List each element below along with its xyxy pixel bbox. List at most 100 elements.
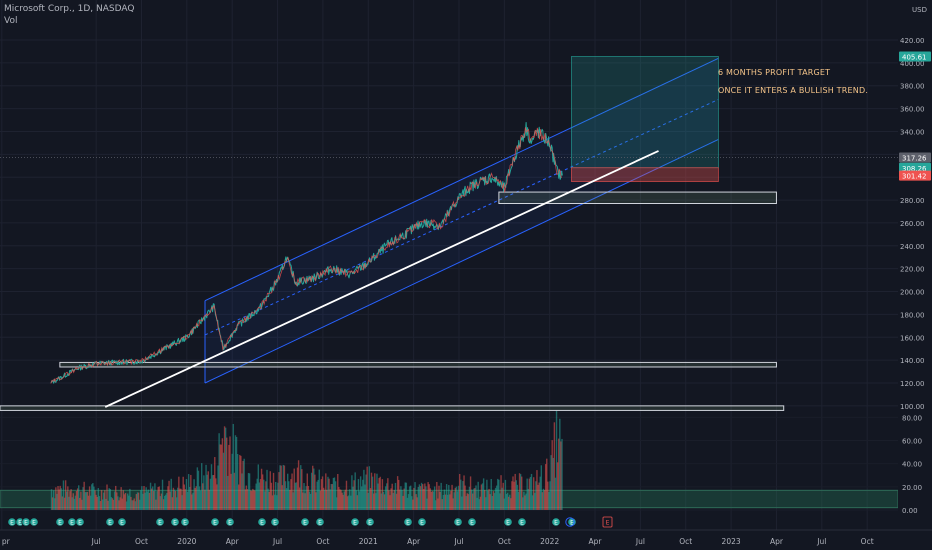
volume-bar: [169, 491, 171, 510]
earnings-marker[interactable]: E: [350, 517, 360, 527]
earnings-marker[interactable]: E: [417, 517, 427, 527]
volume-indicator-label[interactable]: Vol: [4, 16, 18, 26]
earnings-marker[interactable]: E: [117, 517, 127, 527]
earnings-marker[interactable]: E: [315, 517, 325, 527]
earnings-marker[interactable]: E: [467, 517, 477, 527]
volume-bar: [182, 476, 184, 510]
earnings-marker[interactable]: E: [210, 517, 220, 527]
volume-bar: [450, 490, 452, 510]
volume-bar: [377, 483, 379, 510]
volume-bar: [466, 493, 468, 510]
earnings-marker[interactable]: E: [403, 517, 413, 527]
volume-bar: [359, 476, 362, 510]
volume-bar: [246, 489, 249, 510]
earnings-marker[interactable]: E: [257, 517, 267, 527]
volume-bar: [452, 498, 454, 510]
volume-layer: [0, 410, 899, 510]
time-tick-label: Apr: [770, 537, 784, 546]
volume-bar: [501, 487, 503, 510]
volume-bar: [460, 479, 462, 510]
volume-bar: [489, 494, 491, 510]
volume-tick-label: 0.00: [902, 507, 918, 515]
dividend-marker[interactable]: [565, 517, 575, 527]
annotation-bullish-trend[interactable]: ONCE IT ENTERS A BULLISH TREND.: [718, 86, 869, 95]
volume-bar: [168, 480, 170, 510]
volume-bar: [71, 497, 73, 510]
volume-bar: [551, 440, 553, 510]
volume-bar: [550, 455, 552, 510]
volume-bar: [430, 491, 433, 510]
earnings-marker[interactable]: E: [517, 517, 527, 527]
volume-bar: [52, 490, 55, 510]
volume-bar: [105, 498, 107, 510]
currency-label[interactable]: USD: [912, 6, 927, 14]
symbol-title[interactable]: Microsoft Corp., 1D, NASDAQ: [4, 4, 135, 14]
annotation-profit-target[interactable]: 6 MONTHS PROFIT TARGET: [718, 68, 831, 77]
volume-bar: [210, 464, 213, 510]
earnings-marker[interactable]: E: [67, 517, 77, 527]
volume-bar: [233, 472, 236, 510]
earnings-marker[interactable]: E: [551, 517, 561, 527]
volume-bar: [70, 489, 72, 510]
volume-bar: [474, 487, 476, 510]
volume-bar: [269, 471, 271, 510]
volume-bar: [417, 486, 420, 510]
time-tick-label: 2022: [540, 537, 559, 546]
price-tick-label: 420.00: [900, 37, 925, 45]
earnings-marker[interactable]: E: [55, 517, 65, 527]
earnings-marker[interactable]: E: [270, 517, 280, 527]
future-earnings-marker[interactable]: E: [602, 516, 613, 528]
volume-bar: [454, 487, 457, 510]
volume-bar: [488, 488, 490, 510]
volume-bar: [186, 491, 189, 510]
support-zone-2: [59, 361, 777, 368]
earnings-marker[interactable]: E: [105, 517, 115, 527]
earnings-marker[interactable]: E: [21, 517, 31, 527]
earnings-marker[interactable]: E: [503, 517, 513, 527]
volume-bar: [515, 480, 517, 510]
volume-bar: [378, 478, 380, 510]
earnings-marker[interactable]: E: [155, 517, 165, 527]
volume-bar: [470, 489, 473, 510]
volume-bar: [208, 489, 211, 510]
volume-bar: [160, 493, 163, 510]
earnings-dot-label: E: [120, 520, 124, 527]
volume-bar: [514, 473, 516, 510]
volume-bar: [81, 499, 83, 510]
volume-bar: [214, 457, 216, 510]
earnings-marker[interactable]: E: [365, 517, 375, 527]
volume-bar: [329, 489, 331, 510]
volume-bar: [276, 495, 278, 510]
time-tick-label: pr: [2, 537, 11, 546]
volume-bar: [363, 469, 365, 510]
volume-bar: [218, 433, 220, 510]
volume-bar: [146, 491, 148, 510]
volume-bar: [485, 497, 487, 510]
earnings-marker[interactable]: E: [180, 517, 190, 527]
volume-bar: [469, 476, 472, 510]
volume-bar: [322, 487, 325, 510]
earnings-marker[interactable]: E: [225, 517, 235, 527]
volume-bar: [548, 491, 550, 510]
volume-bar: [79, 497, 81, 510]
volume-bar: [461, 496, 463, 510]
earnings-marker[interactable]: E: [170, 517, 180, 527]
earnings-marker[interactable]: E: [300, 517, 310, 527]
volume-bar: [333, 477, 336, 510]
earnings-marker[interactable]: E: [7, 517, 17, 527]
earnings-marker[interactable]: E: [75, 517, 85, 527]
volume-bar: [347, 495, 350, 510]
volume-bar: [144, 492, 146, 510]
price-tick-label: 360.00: [900, 106, 925, 114]
volume-bar: [162, 499, 165, 510]
earnings-dot: [365, 517, 375, 527]
volume-bar: [295, 482, 298, 510]
volume-bar: [400, 486, 402, 510]
earnings-marker[interactable]: E: [29, 517, 39, 527]
earnings-marker[interactable]: E: [453, 517, 463, 527]
volume-bar: [91, 484, 93, 510]
volume-bar: [365, 474, 367, 510]
volume-bar: [542, 488, 545, 510]
